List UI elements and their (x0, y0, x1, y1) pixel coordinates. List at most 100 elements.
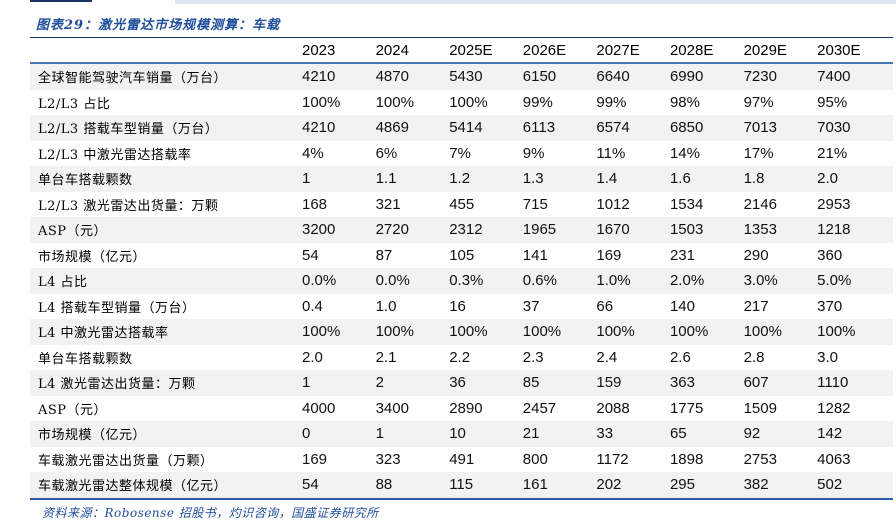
table-row: 全球智能驾驶汽车销量（万台） 4210 4870 5430 6150 6640 6990 72… (30, 64, 893, 90)
row-label: L2/L3 激光雷达出货量：万颗 (38, 198, 219, 214)
cell-value: 1172 (596, 450, 629, 468)
cell-value: 1.0% (596, 272, 631, 290)
cell-value: 0.6% (522, 272, 557, 290)
cell-value: 100% (302, 323, 341, 341)
row-label: ASP（元） (38, 224, 108, 240)
cell-value: 1012 (596, 195, 630, 213)
previous-figure-fragment (175, 0, 896, 4)
cell-value: 99% (522, 93, 553, 111)
row-label: L2/L3 搭载车型销量（万台） (38, 122, 219, 138)
cell-value: 2457 (522, 399, 557, 417)
cell-value: 2.3 (522, 348, 544, 366)
cell-value: 382 (743, 476, 769, 494)
cell-value: 2.2 (449, 348, 471, 366)
cell-value: 92 (743, 425, 761, 443)
cell-value: 1.4 (596, 170, 618, 188)
cell-value: 100% (302, 93, 341, 111)
cell-value: 7013 (743, 119, 777, 137)
cell-value: 231 (669, 246, 695, 264)
cell-value: 1 (302, 374, 311, 392)
cell-value: 2.0 (302, 348, 323, 366)
cell-value: 98% (669, 93, 700, 111)
row-label: L2/L3 占比 (38, 96, 111, 112)
cell-value: 0 (302, 425, 311, 443)
cell-value: 10 (449, 425, 466, 443)
cell-value: 2890 (449, 399, 483, 417)
cell-value: 2.1 (375, 348, 397, 366)
cell-value: 4063 (817, 450, 851, 468)
source-divider: 资料来源：Robosense 招股书，灼识咨询，国盛证券研究所 (30, 497, 893, 522)
cell-value: 4210 (302, 68, 336, 86)
cell-value: 11% (596, 144, 626, 162)
cell-value: 290 (743, 246, 769, 264)
cell-value: 9% (522, 144, 545, 162)
column-header: 2027E (596, 41, 640, 59)
cell-value: 321 (375, 195, 401, 213)
cell-value: 5414 (449, 119, 483, 137)
cell-value: 140 (669, 297, 695, 315)
cell-value: 1.8 (743, 170, 765, 188)
table-row: ASP（元） 4000 3400 2890 2457 2088 1775 1509 1282 (30, 396, 893, 422)
table-row: L4 中激光雷达搭载率 100% 100% 100% 100% 100% 100% 100% 1… (30, 319, 893, 345)
cell-value: 0.0% (302, 272, 337, 290)
cell-value: 1.1 (375, 170, 397, 188)
cell-value: 4870 (375, 68, 409, 86)
source-note: 资料来源：Robosense 招股书，灼识咨询，国盛证券研究所 (42, 505, 379, 520)
row-label: 车载激光雷达整体规模（亿元） (38, 479, 228, 495)
cell-value: 3200 (302, 221, 336, 239)
cell-value: 7030 (817, 119, 851, 137)
row-label: L4 激光雷达出货量：万颗 (38, 377, 196, 393)
cell-value: 2.0% (669, 272, 705, 290)
cell-value: 100% (669, 323, 709, 341)
row-label: L4 占比 (38, 275, 88, 291)
cell-value: 1534 (669, 195, 704, 213)
table-body: 全球智能驾驶汽车销量（万台） 4210 4870 5430 6150 6640 6990 72… (30, 64, 893, 498)
cell-value: 1670 (596, 221, 630, 239)
cell-value: 323 (375, 450, 401, 468)
cell-value: 36 (449, 374, 466, 392)
cell-value: 0.4 (302, 297, 323, 315)
column-header: 2023 (302, 41, 336, 59)
cell-value: 4210 (302, 119, 336, 137)
cell-value: 1.3 (522, 170, 544, 188)
cell-value: 16 (449, 297, 466, 315)
cell-value: 2.4 (596, 348, 618, 366)
row-label: 车载激光雷达出货量（万颗） (38, 453, 214, 469)
column-header: 2029E (743, 41, 787, 59)
cell-value: 2146 (743, 195, 777, 213)
cell-value: 168 (302, 195, 328, 213)
cell-value: 85 (522, 374, 540, 392)
cell-value: 37 (522, 297, 540, 315)
cell-value: 95% (817, 93, 848, 111)
cell-value: 169 (596, 246, 622, 264)
cell-value: 99% (596, 93, 627, 111)
cell-value: 2953 (817, 195, 851, 213)
column-header: 2024 (375, 41, 409, 59)
cell-value: 2.6 (669, 348, 691, 366)
cell-value: 115 (449, 476, 474, 494)
cell-value: 6990 (669, 68, 704, 86)
cell-value: 2312 (449, 221, 483, 239)
cell-value: 1965 (522, 221, 557, 239)
cell-value: 159 (596, 374, 622, 392)
cell-value: 295 (669, 476, 695, 494)
cell-value: 100% (449, 93, 488, 111)
table-row: L2/L3 搭载车型销量（万台） 4210 4869 5414 6113 6574 6850… (30, 115, 893, 141)
table-row: L4 占比 0.0% 0.0% 0.3% 0.6% 1.0% 2.0% 3.0% 5.0% (30, 268, 893, 294)
cell-value: 1898 (669, 450, 704, 468)
cell-value: 14% (669, 144, 700, 162)
cell-value: 1 (375, 425, 384, 443)
figure-title: 图表29：激光雷达市场规模测算：车载 (30, 12, 893, 38)
cell-value: 800 (522, 450, 548, 468)
cell-value: 169 (302, 450, 328, 468)
column-header: 2030E (817, 41, 861, 59)
cell-value: 1.6 (669, 170, 691, 188)
cell-value: 100% (375, 93, 414, 111)
cell-value: 607 (743, 374, 769, 392)
cell-value: 21% (817, 144, 848, 162)
cell-value: 1 (302, 170, 311, 188)
cell-value: 1353 (743, 221, 777, 239)
table-header-row: 2023 2024 2025E 2026E 2027E 2028E 2029E 2030E (30, 38, 893, 64)
row-label: L4 中激光雷达搭载率 (38, 326, 169, 342)
